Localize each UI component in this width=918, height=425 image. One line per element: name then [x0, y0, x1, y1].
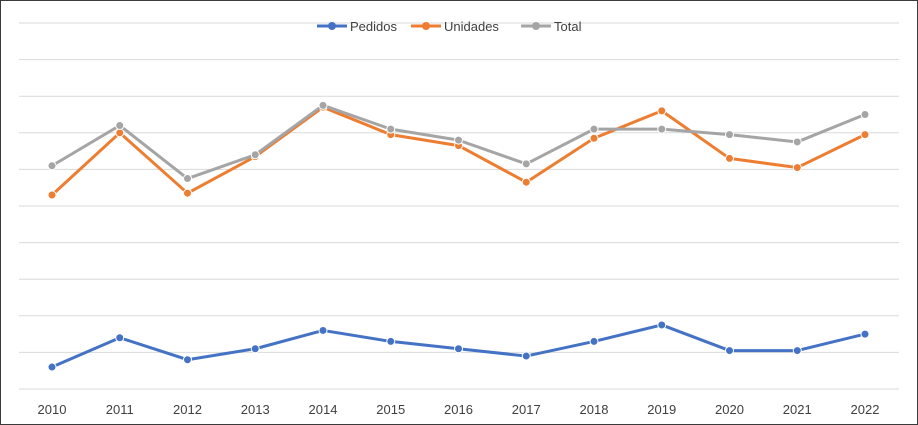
data-point	[318, 325, 328, 335]
x-tick-label: 2011	[106, 402, 134, 417]
x-tick-label: 2015	[376, 402, 405, 417]
data-point	[589, 133, 599, 143]
data-point	[183, 355, 192, 365]
data-point	[454, 135, 463, 145]
series-line	[50, 105, 867, 197]
series-total	[47, 100, 870, 184]
data-point	[250, 150, 260, 160]
data-point	[792, 163, 802, 173]
x-tick-label: 2017	[512, 402, 541, 417]
data-point	[47, 362, 57, 372]
series-pedidos	[47, 320, 870, 372]
data-point	[725, 130, 734, 140]
x-tick-label: 2014	[309, 402, 338, 417]
data-point	[860, 130, 870, 140]
data-point	[521, 177, 531, 187]
x-tick-label: 2021	[783, 402, 812, 417]
x-tick-label: 2018	[580, 402, 609, 417]
x-tick-label: 2013	[241, 402, 270, 417]
data-point	[47, 190, 57, 200]
data-point	[386, 124, 396, 134]
x-tick-label: 2019	[647, 402, 676, 417]
x-tick-label: 2012	[173, 402, 202, 417]
data-point	[860, 329, 870, 339]
legend-swatch-marker	[422, 22, 430, 30]
legend-label: Unidades	[444, 19, 499, 34]
data-point	[115, 333, 125, 343]
x-tick-label: 2020	[715, 402, 744, 417]
data-point	[318, 100, 328, 110]
series-group	[47, 100, 870, 372]
x-tick-label: 2010	[38, 402, 67, 417]
data-point	[725, 153, 734, 163]
data-point	[657, 106, 667, 116]
legend: Pedidos Unidades Total	[317, 19, 582, 34]
data-point	[521, 159, 531, 169]
data-point	[183, 174, 192, 184]
data-point	[115, 120, 125, 130]
data-point	[250, 344, 260, 354]
data-point	[454, 344, 463, 354]
legend-item: Unidades	[411, 19, 499, 34]
data-point	[792, 137, 802, 147]
data-point	[725, 346, 734, 356]
data-point	[860, 110, 870, 119]
legend-item: Pedidos	[317, 19, 397, 34]
data-point	[521, 351, 531, 361]
data-point	[589, 336, 599, 346]
series-unidades	[47, 102, 870, 200]
legend-label: Total	[554, 19, 582, 34]
x-axis: 2010 2011 2012 2013 2014 2015 2016 2017 2018 2019…	[38, 402, 880, 417]
x-tick-label: 2022	[851, 402, 880, 417]
data-point	[115, 128, 125, 138]
gridlines	[19, 22, 899, 390]
data-point	[589, 124, 599, 134]
data-point	[386, 336, 396, 346]
data-point	[792, 346, 802, 356]
legend-swatch-marker	[532, 22, 540, 30]
legend-swatch-marker	[328, 22, 336, 30]
data-point	[183, 188, 192, 198]
data-point	[657, 320, 667, 330]
legend-item: Total	[521, 19, 582, 34]
data-point	[657, 124, 667, 134]
legend-label: Pedidos	[350, 19, 397, 34]
x-tick-label: 2016	[444, 402, 473, 417]
data-point	[47, 161, 57, 171]
